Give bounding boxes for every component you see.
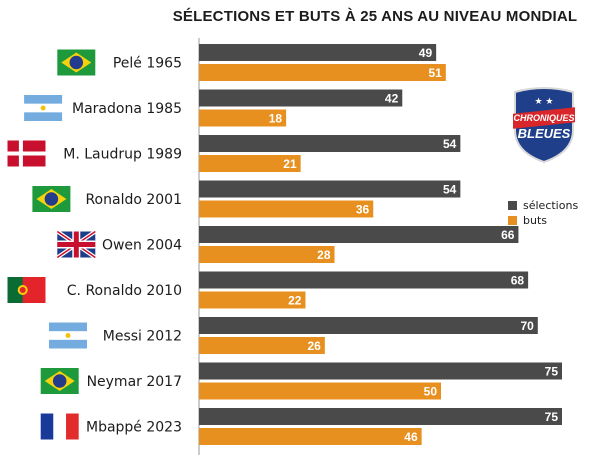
category-label: M. Laudrup 1989 [63,147,182,163]
svg-text:BLEUES: BLEUES [518,126,571,141]
bar-buts [199,382,441,400]
category-label: C. Ronaldo 2010 [67,283,182,299]
bar-buts [199,337,325,354]
svg-text:CHRONIQUES: CHRONIQUES [513,113,574,123]
bar-selections [199,44,437,61]
bar-buts [199,155,301,172]
flag-icon-brazil [57,49,96,76]
bar-buts [199,200,374,218]
flag-icon-argentina [24,95,63,121]
legend-swatch-selections [508,201,517,210]
data-label: 26 [307,339,321,353]
flag-icon-england [56,229,97,260]
flag-icon-france [40,413,79,440]
data-label: 75 [545,365,559,379]
bar-selections [199,317,538,334]
data-label: 75 [545,410,559,424]
data-label: 21 [283,157,297,171]
bar-selections [199,271,529,289]
data-label: 54 [443,183,457,197]
bar-buts [199,291,306,309]
data-label: 28 [317,248,331,262]
flag-icon-denmark [7,140,46,167]
flag-icon-argentina [49,322,87,349]
bar-selections [199,226,519,243]
data-label: 49 [419,46,433,60]
category-label: Pelé 1965 [113,56,182,72]
bar-buts [199,246,335,263]
flag-icon-brazil [32,186,71,212]
legend-item-selections: sélections [508,198,578,213]
category-label: Mbappé 2023 [86,420,182,436]
legend-item-buts: buts [508,213,578,228]
legend-label-selections: sélections [523,199,579,212]
bar-selections [199,89,403,107]
data-label: 70 [520,319,534,333]
category-label: Neymar 2017 [87,374,182,390]
bar-selections [199,135,461,152]
chart-title: SÉLECTIONS ET BUTS À 25 ANS AU NIVEAU MO… [172,8,578,25]
data-label: 18 [269,112,283,126]
svg-text:★ ★: ★ ★ [535,97,554,107]
legend-label-buts: buts [523,214,547,227]
category-label: Maradona 1985 [72,101,182,117]
legend-swatch-buts [508,216,517,225]
bar-buts [199,428,422,445]
data-label: 46 [404,430,418,444]
category-label: Owen 2004 [102,238,182,254]
bar-selections [199,408,562,425]
bar-selections [199,180,461,198]
data-label: 54 [443,137,457,151]
data-label: 36 [356,203,370,217]
bar-buts [199,64,446,81]
data-label: 22 [288,294,302,308]
data-label: 50 [424,385,438,399]
data-label: 66 [501,228,515,242]
category-label: Ronaldo 2001 [85,192,182,208]
flag-icon-brazil [40,368,79,394]
data-label: 68 [511,274,525,288]
data-label: 51 [428,66,442,80]
bar-selections [199,362,562,380]
chroniques-bleues-logo: ★ ★ CHRONIQUES BLEUES [513,87,575,164]
legend: sélections buts [508,198,578,228]
data-label: 42 [385,92,399,106]
flag-icon-portugal [7,277,46,303]
category-label: Messi 2012 [103,329,182,345]
bar-buts [199,109,287,127]
